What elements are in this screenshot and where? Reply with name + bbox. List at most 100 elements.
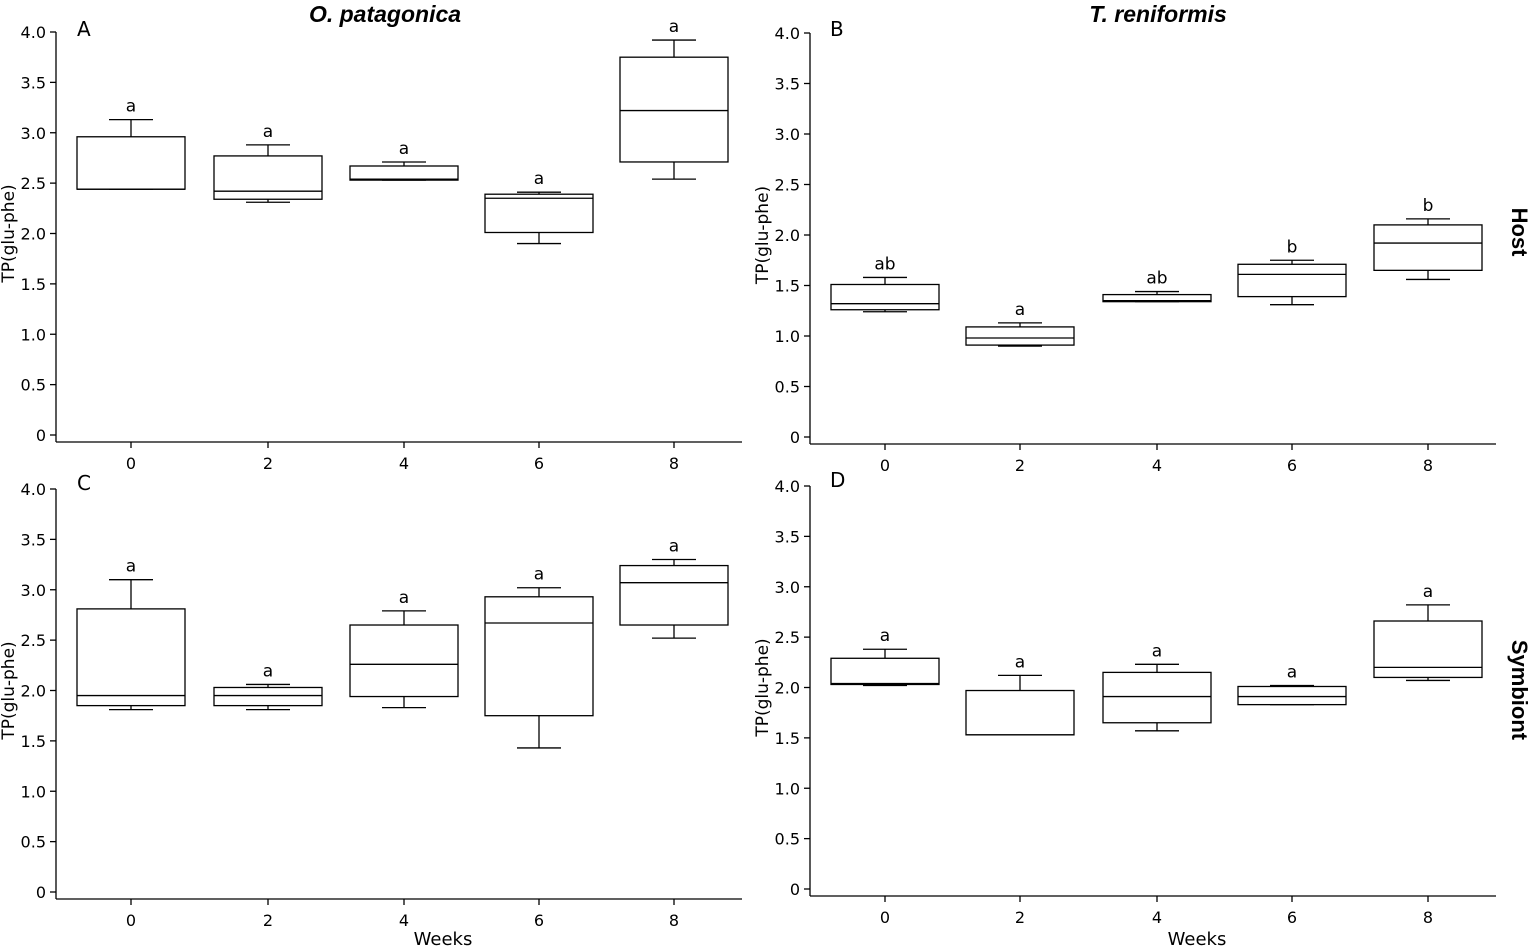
box-iqr: [349, 624, 459, 698]
box-week-0: ab: [830, 254, 940, 313]
y-tick-label: 3.5: [21, 73, 46, 92]
significance-letter: a: [534, 169, 544, 189]
y-tick-label: 2.0: [775, 226, 800, 245]
box-week-2: a: [965, 652, 1075, 736]
y-tick-label: 3.5: [775, 75, 800, 94]
box-iqr: [965, 689, 1075, 736]
significance-letter: a: [1015, 652, 1025, 672]
significance-letter: b: [1423, 196, 1434, 216]
x-tick-label: 4: [1152, 456, 1162, 475]
box-iqr: [1102, 293, 1212, 303]
box-iqr: [1373, 620, 1483, 679]
box-iqr: [484, 193, 594, 234]
x-tick-label: 0: [126, 911, 136, 930]
box-week-4: a: [349, 139, 459, 181]
y-tick-label: 1.0: [21, 782, 46, 801]
box-iqr: [1373, 224, 1483, 271]
y-tick-label: 0: [36, 883, 46, 902]
significance-letter: a: [669, 537, 679, 557]
y-tick-label: 1.0: [21, 325, 46, 344]
box-iqr: [619, 56, 729, 163]
y-tick-label: 3.5: [21, 530, 46, 549]
significance-letter: b: [1287, 237, 1298, 257]
y-tick-label: 1.5: [21, 275, 46, 294]
y-tick-label: 2.5: [21, 174, 46, 193]
x-tick-label: 8: [1423, 908, 1433, 927]
box-week-6: b: [1237, 237, 1347, 306]
y-tick-label: 2.0: [21, 225, 46, 244]
box-iqr: [213, 155, 323, 200]
box-iqr: [830, 283, 940, 311]
significance-letter: a: [880, 626, 890, 646]
y-axis-label: TP(glu-phe): [753, 186, 773, 285]
box-week-0: a: [76, 557, 186, 711]
significance-letter: a: [1423, 582, 1433, 602]
significance-letter: ab: [1146, 269, 1167, 289]
row-label-host: Host: [1507, 208, 1532, 258]
y-tick-label: 0.5: [21, 376, 46, 395]
panel-a: A 0 0.5 1.0 1.5 2.0 2.5 3.0 3.5 4.0 TP(glu-phe) 0 a 2…: [0, 17, 742, 473]
y-tick-label: 3.5: [775, 527, 800, 546]
box-week-4: ab: [1102, 269, 1212, 303]
box-iqr: [1237, 263, 1347, 298]
y-tick-label: 3.0: [21, 581, 46, 600]
x-tick-label: 4: [399, 454, 409, 473]
x-axis-label: Weeks: [1168, 929, 1227, 949]
x-tick-label: 2: [263, 911, 273, 930]
y-tick-label: 0: [790, 880, 800, 899]
panel-b: B00.51.01.52.02.53.03.54.0TP(glu-phe)0ab…: [753, 17, 1496, 475]
y-tick-label: 1.0: [775, 779, 800, 798]
box-week-2: a: [213, 122, 323, 203]
significance-letter: a: [126, 97, 136, 117]
y-tick-label: 3.0: [21, 124, 46, 143]
y-tick-label: 4.0: [775, 24, 800, 43]
box-week-6: a: [484, 169, 594, 245]
box-week-6: a: [1237, 662, 1347, 706]
y-tick-label: 1.0: [775, 327, 800, 346]
y-tick-label: 2.5: [21, 631, 46, 650]
significance-letter: a: [399, 588, 409, 608]
box-iqr: [76, 608, 186, 707]
x-tick-label: 6: [1287, 456, 1297, 475]
box-week-4: a: [349, 588, 459, 709]
box-week-8: b: [1373, 196, 1483, 281]
y-axis-label: TP(glu-phe): [0, 641, 19, 740]
y-tick-label: 0: [36, 426, 46, 445]
significance-letter: a: [263, 122, 273, 142]
x-tick-label: 6: [534, 911, 544, 930]
panel-letter: C: [77, 471, 91, 495]
y-tick-label: 1.5: [775, 277, 800, 296]
y-tick-label: 0.5: [775, 830, 800, 849]
y-tick-label: 2.5: [775, 628, 800, 647]
y-tick-label: 3.0: [775, 578, 800, 597]
col-title-t-reniformis: T. reniformis: [1089, 1, 1227, 27]
panel-letter: A: [77, 17, 91, 41]
significance-letter: a: [399, 139, 409, 159]
y-tick-label: 3.0: [775, 125, 800, 144]
x-tick-label: 0: [126, 454, 136, 473]
y-tick-label: 2.0: [21, 682, 46, 701]
x-tick-label: 0: [880, 456, 890, 475]
y-tick-label: 4.0: [21, 23, 46, 42]
y-axis-label: TP(glu-phe): [753, 638, 773, 737]
panel-c: C 0 0.5 1.0 1.5 2.0 2.5 3.0 3.5 4.0 TP(glu-phe) 0 a 2…: [0, 471, 742, 949]
panel-d: D 0 0.5 1.0 1.5 2.0 2.5 3.0 3.5 4.0 TP(glu-phe) 0 a 2…: [753, 468, 1496, 949]
y-tick-label: 0.5: [775, 378, 800, 397]
box-week-2: a: [213, 661, 323, 711]
box-week-8: a: [1373, 582, 1483, 682]
significance-letter: a: [669, 17, 679, 37]
x-tick-label: 4: [1152, 908, 1162, 927]
x-tick-label: 8: [669, 911, 679, 930]
y-axis-label: TP(glu-phe): [0, 184, 19, 283]
y-tick-label: 0.5: [21, 833, 46, 852]
significance-letter: a: [263, 661, 273, 681]
box-iqr: [1237, 685, 1347, 706]
y-tick-label: 0: [790, 428, 800, 447]
box-iqr: [965, 326, 1075, 346]
y-tick-label: 2.0: [775, 679, 800, 698]
box-week-0: a: [830, 626, 940, 687]
significance-letter: a: [1152, 641, 1162, 661]
y-tick-label: 4.0: [21, 480, 46, 499]
x-tick-label: 2: [1015, 456, 1025, 475]
